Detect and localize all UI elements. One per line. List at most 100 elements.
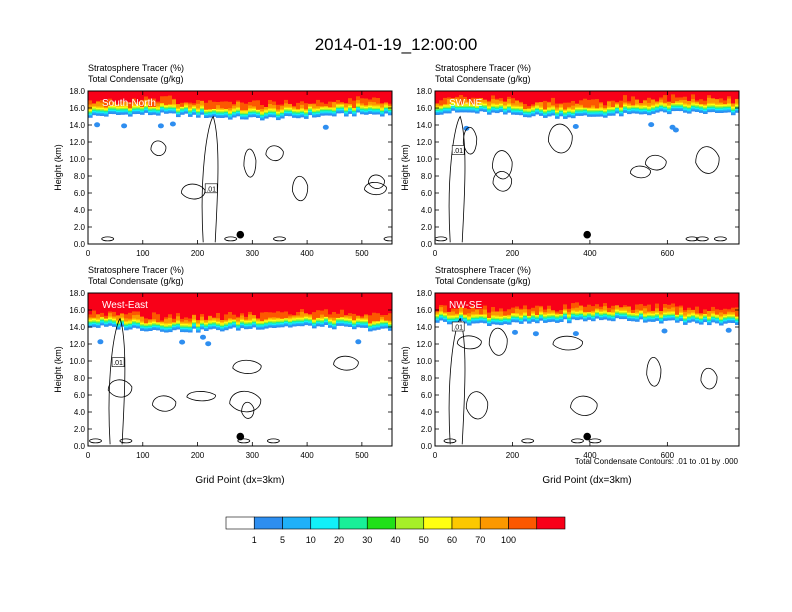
colorbar-swatch	[366, 516, 396, 530]
y-tick-label: 16.0	[69, 104, 85, 113]
colorbar-swatch	[310, 516, 340, 530]
plot-area: .01 West-East	[88, 293, 392, 446]
y-tick-label: 14.0	[416, 121, 432, 130]
y-tick-label: 12.0	[416, 138, 432, 147]
colorbar-swatch	[253, 516, 283, 530]
colorbar-label: 30	[362, 535, 372, 545]
plot-area: .01 NW-SE	[435, 293, 739, 446]
x-tick-label: 600	[661, 249, 675, 258]
contour-label-box	[111, 357, 125, 368]
x-tick-label: 600	[661, 451, 675, 460]
panel-nw-se: .01 NW-SE 0.0 2.0 4.0 6.0 8.0 10.0 12.0 14.0 16.0 1…	[400, 265, 740, 486]
y-tick-label: 2.0	[74, 223, 86, 232]
y-axis-label: Height (km)	[400, 346, 410, 393]
figure-title: 2014-01-19_12:00:00	[315, 35, 478, 54]
panel-title-tracer: Stratosphere Tracer (%)	[88, 63, 184, 73]
panel-title-tracer: Stratosphere Tracer (%)	[88, 265, 184, 275]
panels: .01 South-North 0.0 2.0 4.0 6.0 8.0 10.0 12.0 14.…	[53, 63, 740, 486]
x-tick-label: 400	[300, 249, 314, 258]
colorbar-swatch	[536, 516, 566, 530]
contour-label-box	[204, 183, 218, 194]
y-tick-label: 0.0	[421, 442, 433, 451]
section-label: SW-NE	[449, 98, 482, 109]
y-tick-label: 6.0	[421, 189, 433, 198]
tracer-field	[435, 293, 739, 337]
colorbar-label: 20	[334, 535, 344, 545]
y-tick-label: 10.0	[69, 357, 85, 366]
panel-title-tracer: Stratosphere Tracer (%)	[435, 63, 531, 73]
y-tick-label: 10.0	[69, 155, 85, 164]
x-tick-label: 400	[583, 249, 597, 258]
plot-frame	[434, 292, 740, 447]
y-tick-label: 10.0	[416, 357, 432, 366]
condensate-contours	[101, 115, 392, 243]
y-tick-label: 12.0	[69, 340, 85, 349]
contour-label: .01	[113, 360, 123, 367]
y-tick-label: 6.0	[74, 391, 86, 400]
x-tick-label: 200	[506, 451, 520, 460]
tracer-field	[88, 293, 392, 347]
colorbar-label: 70	[475, 535, 485, 545]
y-tick-label: 8.0	[421, 374, 433, 383]
x-tick-label: 500	[355, 249, 369, 258]
colorbar-label: 50	[419, 535, 429, 545]
x-tick-label: 100	[136, 249, 150, 258]
colorbar-swatch	[479, 516, 509, 530]
section-label: NW-SE	[449, 300, 482, 311]
x-axis-label: Grid Point (dx=3km)	[195, 475, 284, 486]
panel-title-condensate: Total Condensate (g/kg)	[435, 74, 531, 84]
panel-title-tracer: Stratosphere Tracer (%)	[435, 265, 531, 275]
colorbar-swatch	[423, 516, 453, 530]
x-tick-label: 0	[86, 451, 91, 460]
colorbar-swatch	[508, 516, 538, 530]
colorbar: 1 5 10 20 30 40 50 60 70 100	[225, 516, 566, 545]
y-tick-label: 18.0	[416, 87, 432, 96]
y-tick-label: 8.0	[74, 374, 86, 383]
y-tick-label: 6.0	[421, 391, 433, 400]
colorbar-label: 5	[280, 535, 285, 545]
y-tick-label: 14.0	[69, 323, 85, 332]
panel-title-condensate: Total Condensate (g/kg)	[435, 276, 531, 286]
panel-title-condensate: Total Condensate (g/kg)	[88, 276, 184, 286]
y-axis-label: Height (km)	[400, 144, 410, 191]
x-tick-label: 300	[246, 451, 260, 460]
plot-frame	[434, 90, 740, 245]
y-tick-label: 4.0	[74, 408, 86, 417]
y-tick-label: 14.0	[416, 323, 432, 332]
colorbar-swatch	[451, 516, 481, 530]
colorbar-swatch	[282, 516, 312, 530]
y-tick-label: 4.0	[421, 206, 433, 215]
condensate-contours	[435, 115, 727, 243]
colorbar-label: 60	[447, 535, 457, 545]
colorbar-label: 1	[252, 535, 257, 545]
x-tick-label: 200	[191, 249, 205, 258]
y-tick-label: 2.0	[421, 425, 433, 434]
y-tick-label: 8.0	[421, 172, 433, 181]
contour-label-box	[451, 321, 465, 332]
section-label: West-East	[102, 300, 148, 311]
contour-label: .01	[453, 325, 463, 332]
colorbar-label: 10	[306, 535, 316, 545]
y-tick-label: 4.0	[74, 206, 86, 215]
colorbar-swatch	[395, 516, 425, 530]
plot-frame	[87, 292, 393, 447]
y-tick-label: 8.0	[74, 172, 86, 181]
location-marker	[236, 230, 245, 239]
y-axis-label: Height (km)	[53, 346, 63, 393]
location-marker	[583, 432, 591, 441]
tracer-field	[435, 91, 739, 133]
colorbar-swatch	[338, 516, 368, 530]
y-tick-label: 18.0	[69, 289, 85, 298]
y-tick-label: 6.0	[74, 189, 86, 198]
location-marker	[583, 230, 591, 239]
y-tick-label: 0.0	[74, 442, 86, 451]
panel-west-east: .01 West-East 0.0 2.0 4.0 6.0 8.0 10.0 12.0 14.0 1…	[53, 265, 393, 486]
section-label: South-North	[102, 98, 156, 109]
x-tick-label: 200	[506, 249, 520, 258]
x-axis-label: Grid Point (dx=3km)	[542, 475, 631, 486]
condensate-contours	[89, 317, 359, 445]
y-tick-label: 12.0	[416, 340, 432, 349]
x-tick-label: 400	[300, 451, 314, 460]
colorbar-label: 100	[501, 535, 516, 545]
